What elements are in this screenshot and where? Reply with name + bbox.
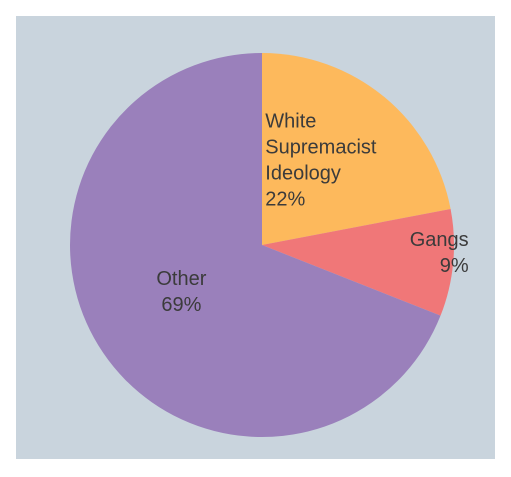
pie-label-line: 69% bbox=[161, 294, 201, 316]
pie-labels: White Supremacist Ideology 22% Gangs 9% Other 6… bbox=[156, 111, 469, 317]
pie-label-line: Gangs bbox=[410, 229, 469, 251]
pie-label-2: Other 69% bbox=[156, 268, 206, 316]
pie-label-0: White Supremacist Ideology 22% bbox=[265, 111, 377, 211]
pie-label-line: 9% bbox=[440, 255, 469, 277]
pie-label-line: Other bbox=[156, 268, 206, 290]
pie-slice-0 bbox=[262, 53, 451, 245]
chart-panel: White Supremacist Ideology 22% Gangs 9% Other 6… bbox=[16, 16, 495, 459]
pie-label-line: White bbox=[265, 111, 316, 133]
pie-slice-2 bbox=[70, 53, 441, 437]
pie-slices bbox=[70, 53, 455, 437]
pie-chart: White Supremacist Ideology 22% Gangs 9% Other 6… bbox=[70, 53, 469, 437]
pie-label-1: Gangs 9% bbox=[410, 229, 469, 277]
pie-label-line: 22% bbox=[265, 189, 305, 211]
pie-slice-1 bbox=[262, 209, 455, 316]
pie-label-line: Supremacist bbox=[265, 137, 377, 159]
pie-label-line: Ideology bbox=[265, 163, 341, 185]
